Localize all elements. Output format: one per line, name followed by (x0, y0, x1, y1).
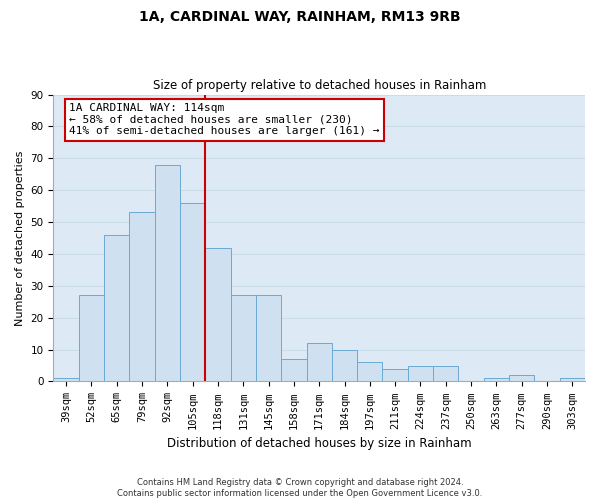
Bar (79, 296, 104, 382)
X-axis label: Distribution of detached houses by size in Rainham: Distribution of detached houses by size … (167, 437, 472, 450)
Bar (307, 343, 332, 382)
Text: 1A CARDINAL WAY: 114sqm
← 58% of detached houses are smaller (230)
41% of semi-d: 1A CARDINAL WAY: 114sqm ← 58% of detache… (70, 103, 380, 136)
Bar (484, 378, 509, 382)
Bar (130, 212, 155, 382)
Bar (53, 378, 79, 382)
Bar (332, 350, 357, 382)
Bar (281, 359, 307, 382)
Bar (104, 235, 130, 382)
Bar (408, 366, 433, 382)
Text: Contains HM Land Registry data © Crown copyright and database right 2024.
Contai: Contains HM Land Registry data © Crown c… (118, 478, 482, 498)
Bar (433, 366, 458, 382)
Bar (230, 296, 256, 382)
Bar (509, 375, 535, 382)
Y-axis label: Number of detached properties: Number of detached properties (15, 150, 25, 326)
Bar (180, 203, 205, 382)
Bar (256, 296, 281, 382)
Text: 1A, CARDINAL WAY, RAINHAM, RM13 9RB: 1A, CARDINAL WAY, RAINHAM, RM13 9RB (139, 10, 461, 24)
Bar (382, 368, 408, 382)
Bar (357, 362, 382, 382)
Bar (560, 378, 585, 382)
Bar (205, 248, 230, 382)
Bar (155, 164, 180, 382)
Title: Size of property relative to detached houses in Rainham: Size of property relative to detached ho… (152, 79, 486, 92)
